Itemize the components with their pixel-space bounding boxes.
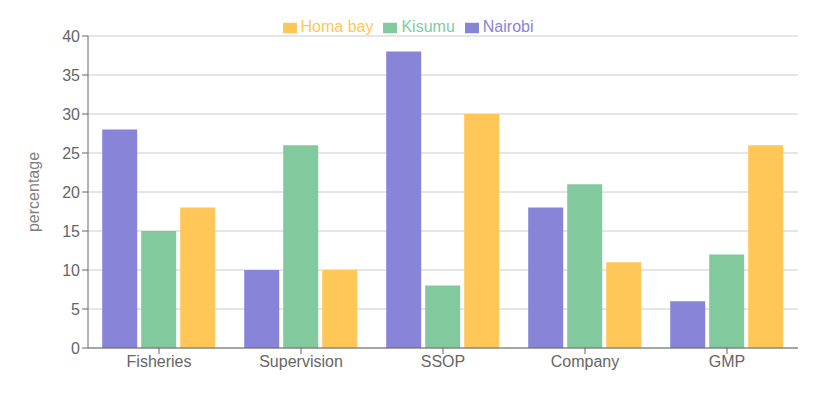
svg-text:10: 10 (62, 262, 80, 279)
svg-text:35: 35 (62, 67, 80, 84)
svg-text:40: 40 (62, 28, 80, 45)
svg-text:25: 25 (62, 145, 80, 162)
html-text:Homa bay: Homa bay (300, 18, 374, 35)
html-text:Kisumu: Kisumu (401, 18, 455, 35)
html-text:Nairobi: Nairobi (482, 18, 534, 35)
svg-text:15: 15 (62, 223, 80, 240)
svg-text:5: 5 (71, 301, 80, 318)
svg-text:Supervision: Supervision (259, 353, 343, 370)
svg-text:Fisheries: Fisheries (127, 353, 192, 370)
svg-text:30: 30 (62, 106, 80, 123)
svg-text:SSOP: SSOP (421, 353, 465, 370)
svg-text:percentage: percentage (25, 152, 42, 232)
svg-text:20: 20 (62, 184, 80, 201)
svg-text:0: 0 (71, 340, 80, 357)
svg-text:GMP: GMP (709, 353, 745, 370)
svg-text:Company: Company (551, 353, 619, 370)
